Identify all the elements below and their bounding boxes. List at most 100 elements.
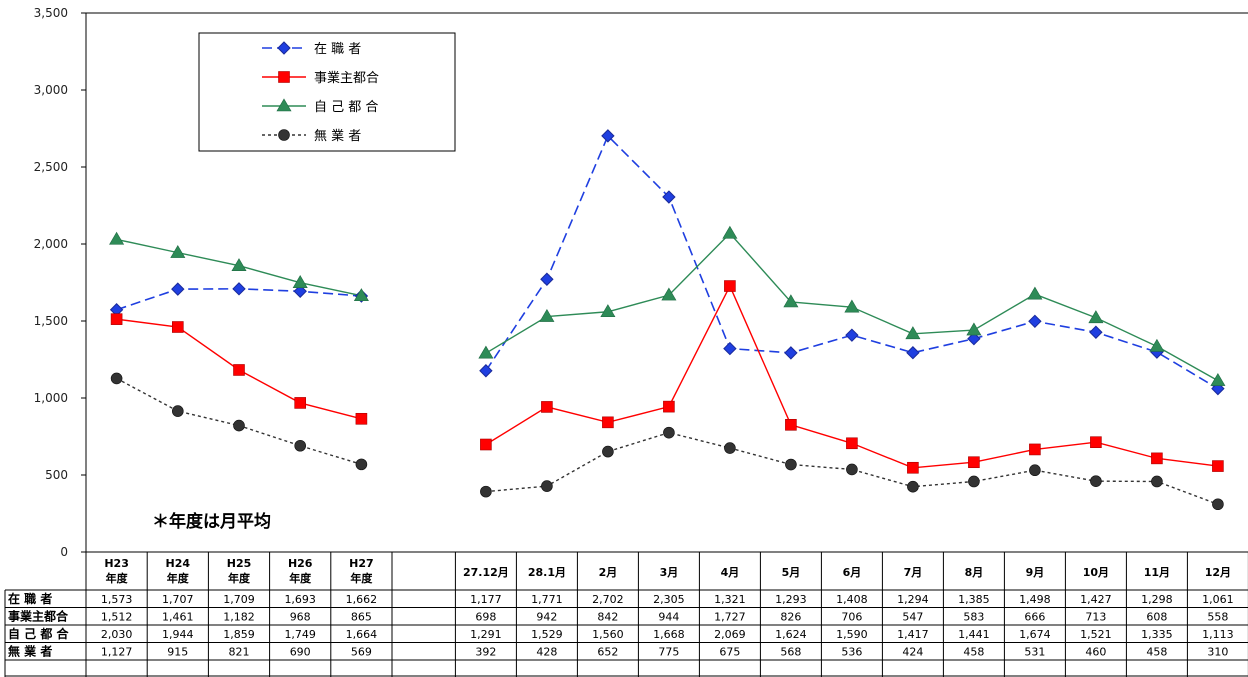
table-cell: 1,771 xyxy=(531,593,563,606)
data-point xyxy=(662,190,676,204)
table-cell: 1,693 xyxy=(284,593,316,606)
data-point xyxy=(170,245,186,258)
data-point xyxy=(783,294,799,308)
y-tick-label: 2,500 xyxy=(34,160,68,174)
category-label: H25 xyxy=(227,557,252,570)
category-label: 28.1月 xyxy=(528,566,566,579)
table-cell: 1,427 xyxy=(1080,593,1112,606)
table-cell: 698 xyxy=(475,611,496,624)
data-point xyxy=(846,463,858,476)
table-cell: 608 xyxy=(1146,611,1167,624)
category-label: 5月 xyxy=(782,566,801,579)
table-cell: 1,674 xyxy=(1019,628,1051,641)
data-point xyxy=(233,364,245,376)
table-cell: 1,498 xyxy=(1019,593,1051,606)
data-point xyxy=(355,412,368,425)
table-cell: 1,335 xyxy=(1141,628,1173,641)
data-point xyxy=(276,98,292,112)
data-point xyxy=(785,418,797,431)
table-cell: 826 xyxy=(780,611,801,624)
category-label: 2月 xyxy=(599,566,618,579)
table-cell: 583 xyxy=(963,611,984,624)
category-label: 8月 xyxy=(965,566,984,579)
y-tick-label: 0 xyxy=(60,545,68,559)
data-point xyxy=(232,282,246,296)
data-point xyxy=(601,129,615,143)
data-point xyxy=(1028,314,1042,329)
category-label: H24 xyxy=(166,557,191,570)
data-point xyxy=(1029,443,1041,456)
data-point xyxy=(478,345,494,359)
table-cell: 458 xyxy=(963,646,984,659)
category-label: 11月 xyxy=(1144,566,1170,579)
series-line xyxy=(485,134,1219,390)
data-point xyxy=(1029,464,1041,477)
category-label-year: 年度 xyxy=(289,571,312,585)
table-cell: 1,512 xyxy=(101,611,133,624)
data-point xyxy=(968,475,980,488)
data-point xyxy=(1088,310,1104,324)
data-point xyxy=(479,364,493,378)
data-point xyxy=(278,71,290,83)
data-point xyxy=(722,225,738,239)
data-point xyxy=(480,485,492,498)
table-cell: 942 xyxy=(536,611,557,624)
table-cell: 1,664 xyxy=(346,628,378,641)
data-point xyxy=(294,397,307,409)
data-point xyxy=(1090,475,1102,487)
table-cell: 1,408 xyxy=(836,593,868,606)
table-cell: 968 xyxy=(290,611,311,624)
data-point xyxy=(724,442,736,454)
y-tick-label: 3,000 xyxy=(34,83,68,97)
data-point xyxy=(724,280,736,292)
table-cell: 1,127 xyxy=(101,646,133,659)
table-cell: 558 xyxy=(1207,611,1228,624)
legend-label: 自 己 都 合 xyxy=(314,100,378,115)
data-point xyxy=(233,419,245,432)
data-point xyxy=(541,401,553,413)
data-point xyxy=(602,445,614,458)
data-point xyxy=(353,288,369,302)
table-cell: 1,321 xyxy=(714,593,746,606)
data-point xyxy=(1151,475,1163,488)
table-cell: 458 xyxy=(1146,646,1167,659)
category-label-year: 年度 xyxy=(167,571,190,585)
table-cell: 424 xyxy=(902,646,923,659)
y-tick-label: 1,000 xyxy=(34,391,68,405)
category-label-year: 年度 xyxy=(350,571,373,585)
category-label: 27.12月 xyxy=(463,566,509,579)
table-cell: 915 xyxy=(167,646,188,659)
legend-box xyxy=(198,32,456,152)
data-point xyxy=(278,129,290,141)
table-cell: 1,859 xyxy=(223,628,255,641)
data-point xyxy=(968,456,980,469)
table-cell: 1,293 xyxy=(775,593,807,606)
table-cell: 1,624 xyxy=(775,628,807,641)
table-cell: 944 xyxy=(658,611,679,624)
data-point xyxy=(785,458,797,471)
data-point xyxy=(844,299,860,313)
data-point xyxy=(784,346,798,360)
legend-label: 事業主都合 xyxy=(314,70,379,86)
category-label: 6月 xyxy=(843,566,862,579)
table-cell: 713 xyxy=(1085,611,1106,624)
data-point xyxy=(1212,460,1224,472)
data-point xyxy=(1151,452,1163,465)
table-cell: 1,709 xyxy=(223,593,255,606)
table-cell: 310 xyxy=(1207,646,1228,659)
table-cell: 1,182 xyxy=(223,611,255,624)
data-point xyxy=(1089,325,1103,339)
table-cell: 1,573 xyxy=(101,593,133,606)
table-cell: 428 xyxy=(536,646,557,659)
category-label: 10月 xyxy=(1083,566,1109,579)
category-label: 12月 xyxy=(1205,566,1231,579)
table-cell: 569 xyxy=(351,646,372,659)
table-row-label: 在 職 者 xyxy=(8,591,52,606)
data-point xyxy=(294,439,307,452)
y-tick-label: 3,500 xyxy=(34,6,68,20)
category-label: H23 xyxy=(104,557,129,570)
legend-label: 無 業 者 xyxy=(314,128,361,144)
table-cell: 1,294 xyxy=(897,593,929,606)
category-label-year: 年度 xyxy=(228,571,251,585)
